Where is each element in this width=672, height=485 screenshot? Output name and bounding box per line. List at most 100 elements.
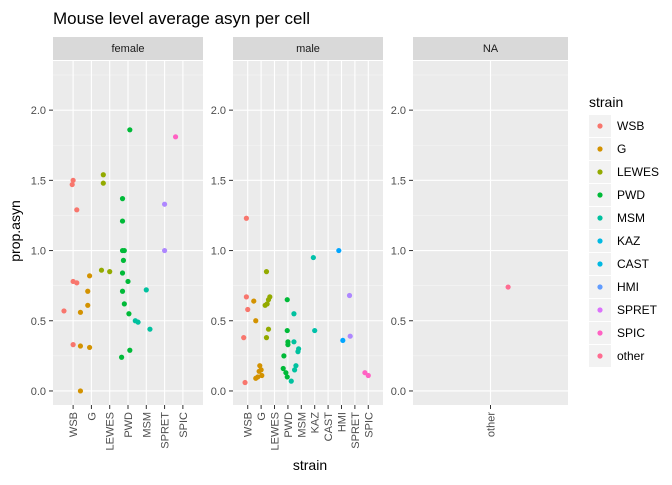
data-point-G (259, 372, 265, 379)
legend-item-SPIC: SPIC (589, 322, 645, 344)
data-point-WSB (245, 306, 251, 313)
data-point-G (85, 302, 91, 308)
y-axis-title: prop.asyn (7, 200, 23, 261)
data-point-WSB (69, 181, 75, 188)
legend-item-PWD: PWD (589, 184, 645, 206)
data-point-SPRET (346, 292, 353, 299)
data-point-HMI (336, 247, 342, 254)
y-tick-label: 1.0 (391, 246, 406, 258)
legend-label: WSB (617, 119, 644, 133)
data-point-LEWES (267, 294, 273, 300)
x-tick-label: LEWES (270, 412, 282, 451)
data-point-other (505, 284, 511, 290)
x-tick-label: G (86, 412, 98, 421)
x-tick-label: SPRET (350, 412, 362, 449)
data-point-G (258, 367, 264, 373)
x-tick-label: other (486, 412, 498, 437)
data-point-MSM (147, 326, 153, 332)
legend-label: PWD (617, 188, 645, 202)
data-point-HMI (340, 337, 346, 344)
x-tick-label: MSM (296, 412, 308, 438)
data-point-MSM (288, 378, 294, 384)
data-point-PWD (121, 301, 127, 307)
x-tick-label: SPIC (178, 412, 190, 438)
facet-panel-female: female WSB G LEWES PWD MSM SPRET SPIC (53, 37, 203, 451)
data-point-G (255, 374, 261, 380)
data-point-PWD (285, 342, 291, 348)
legend: strain WSB G LEWES PWD MSM KAZ CAST HMI SPRET SPI… (589, 94, 659, 367)
legend-symbol (597, 238, 603, 244)
data-point-MSM (291, 339, 297, 345)
legend-symbol (597, 192, 603, 198)
x-tick-label: SPIC (363, 412, 375, 438)
data-point-PWD (126, 311, 132, 317)
y-tick-label: 0.5 (391, 316, 406, 328)
data-point-WSB (243, 215, 249, 221)
data-point-G (77, 388, 84, 394)
data-point-G (86, 344, 93, 351)
legend-label: LEWES (617, 165, 659, 179)
legend-item-KAZ: KAZ (589, 230, 640, 252)
data-point-PWD (119, 218, 126, 224)
legend-item-other: other (589, 345, 644, 367)
legend-item-MSM: MSM (589, 207, 645, 229)
data-point-SPRET (347, 333, 353, 339)
data-point-SPRET (161, 201, 168, 207)
y-tick-label: 1.5 (211, 175, 226, 187)
legend-symbol (597, 215, 603, 221)
data-point-MSM (295, 349, 301, 355)
x-tick-label: SPRET (160, 412, 172, 449)
data-point-G (85, 288, 91, 294)
data-point-WSB (74, 280, 80, 286)
data-point-SPIC (365, 372, 371, 379)
legend-label: HMI (617, 280, 639, 294)
data-point-G (257, 363, 263, 369)
x-tick-label: WSB (68, 412, 80, 437)
data-point-PWD (283, 370, 289, 376)
facet-strip (233, 37, 383, 60)
facet-strip-label: male (296, 43, 320, 55)
y-axis: 0.0 0.5 1.0 1.5 2.0 0.0 0.5 1.0 1.5 2.0 0.0 0.5 1.0 1… (31, 105, 413, 398)
data-point-MSM (293, 363, 299, 369)
x-tick-label: PWD (123, 412, 135, 438)
x-axis-title: strain (293, 457, 327, 473)
legend-symbol (597, 261, 603, 267)
y-tick-label: 0.0 (31, 386, 46, 398)
legend-label: MSM (617, 211, 645, 225)
x-tick-label: MSM (141, 412, 153, 438)
x-tick-label: HMI (336, 412, 348, 432)
legend-symbol (597, 123, 603, 129)
legend-symbol (597, 307, 603, 313)
data-point-LEWES (264, 301, 270, 307)
legend-label: KAZ (617, 234, 640, 248)
facet-strip (413, 37, 568, 60)
data-point-PWD (280, 365, 286, 372)
data-point-MSM (143, 287, 149, 293)
legend-symbol (597, 353, 603, 359)
data-point-KAZ (310, 254, 316, 261)
data-point-G (253, 318, 259, 324)
data-point-MSM (292, 367, 298, 373)
legend-item-LEWES: LEWES (589, 161, 659, 183)
data-point-WSB (61, 308, 67, 314)
legend-item-CAST: CAST (589, 253, 650, 275)
data-point-WSB (70, 177, 76, 183)
data-point-PWD (121, 247, 127, 254)
panel-background (233, 61, 383, 405)
data-point-LEWES (100, 172, 106, 178)
x-tick-label: CAST (323, 412, 335, 442)
data-point-LEWES (265, 326, 272, 332)
data-point-SPIC (172, 134, 179, 140)
legend-symbol (597, 284, 603, 290)
data-point-WSB (241, 335, 247, 341)
chart-title: Mouse level average asyn per cell (53, 9, 310, 28)
data-point-LEWES (98, 267, 105, 273)
y-tick-label: 0.0 (391, 386, 406, 398)
data-point-WSB (70, 342, 76, 348)
y-tick-label: 1.0 (211, 246, 226, 258)
data-point-G (86, 273, 93, 279)
data-point-LEWES (100, 180, 106, 186)
data-point-PWD (284, 374, 290, 380)
data-point-PWD (119, 288, 126, 294)
